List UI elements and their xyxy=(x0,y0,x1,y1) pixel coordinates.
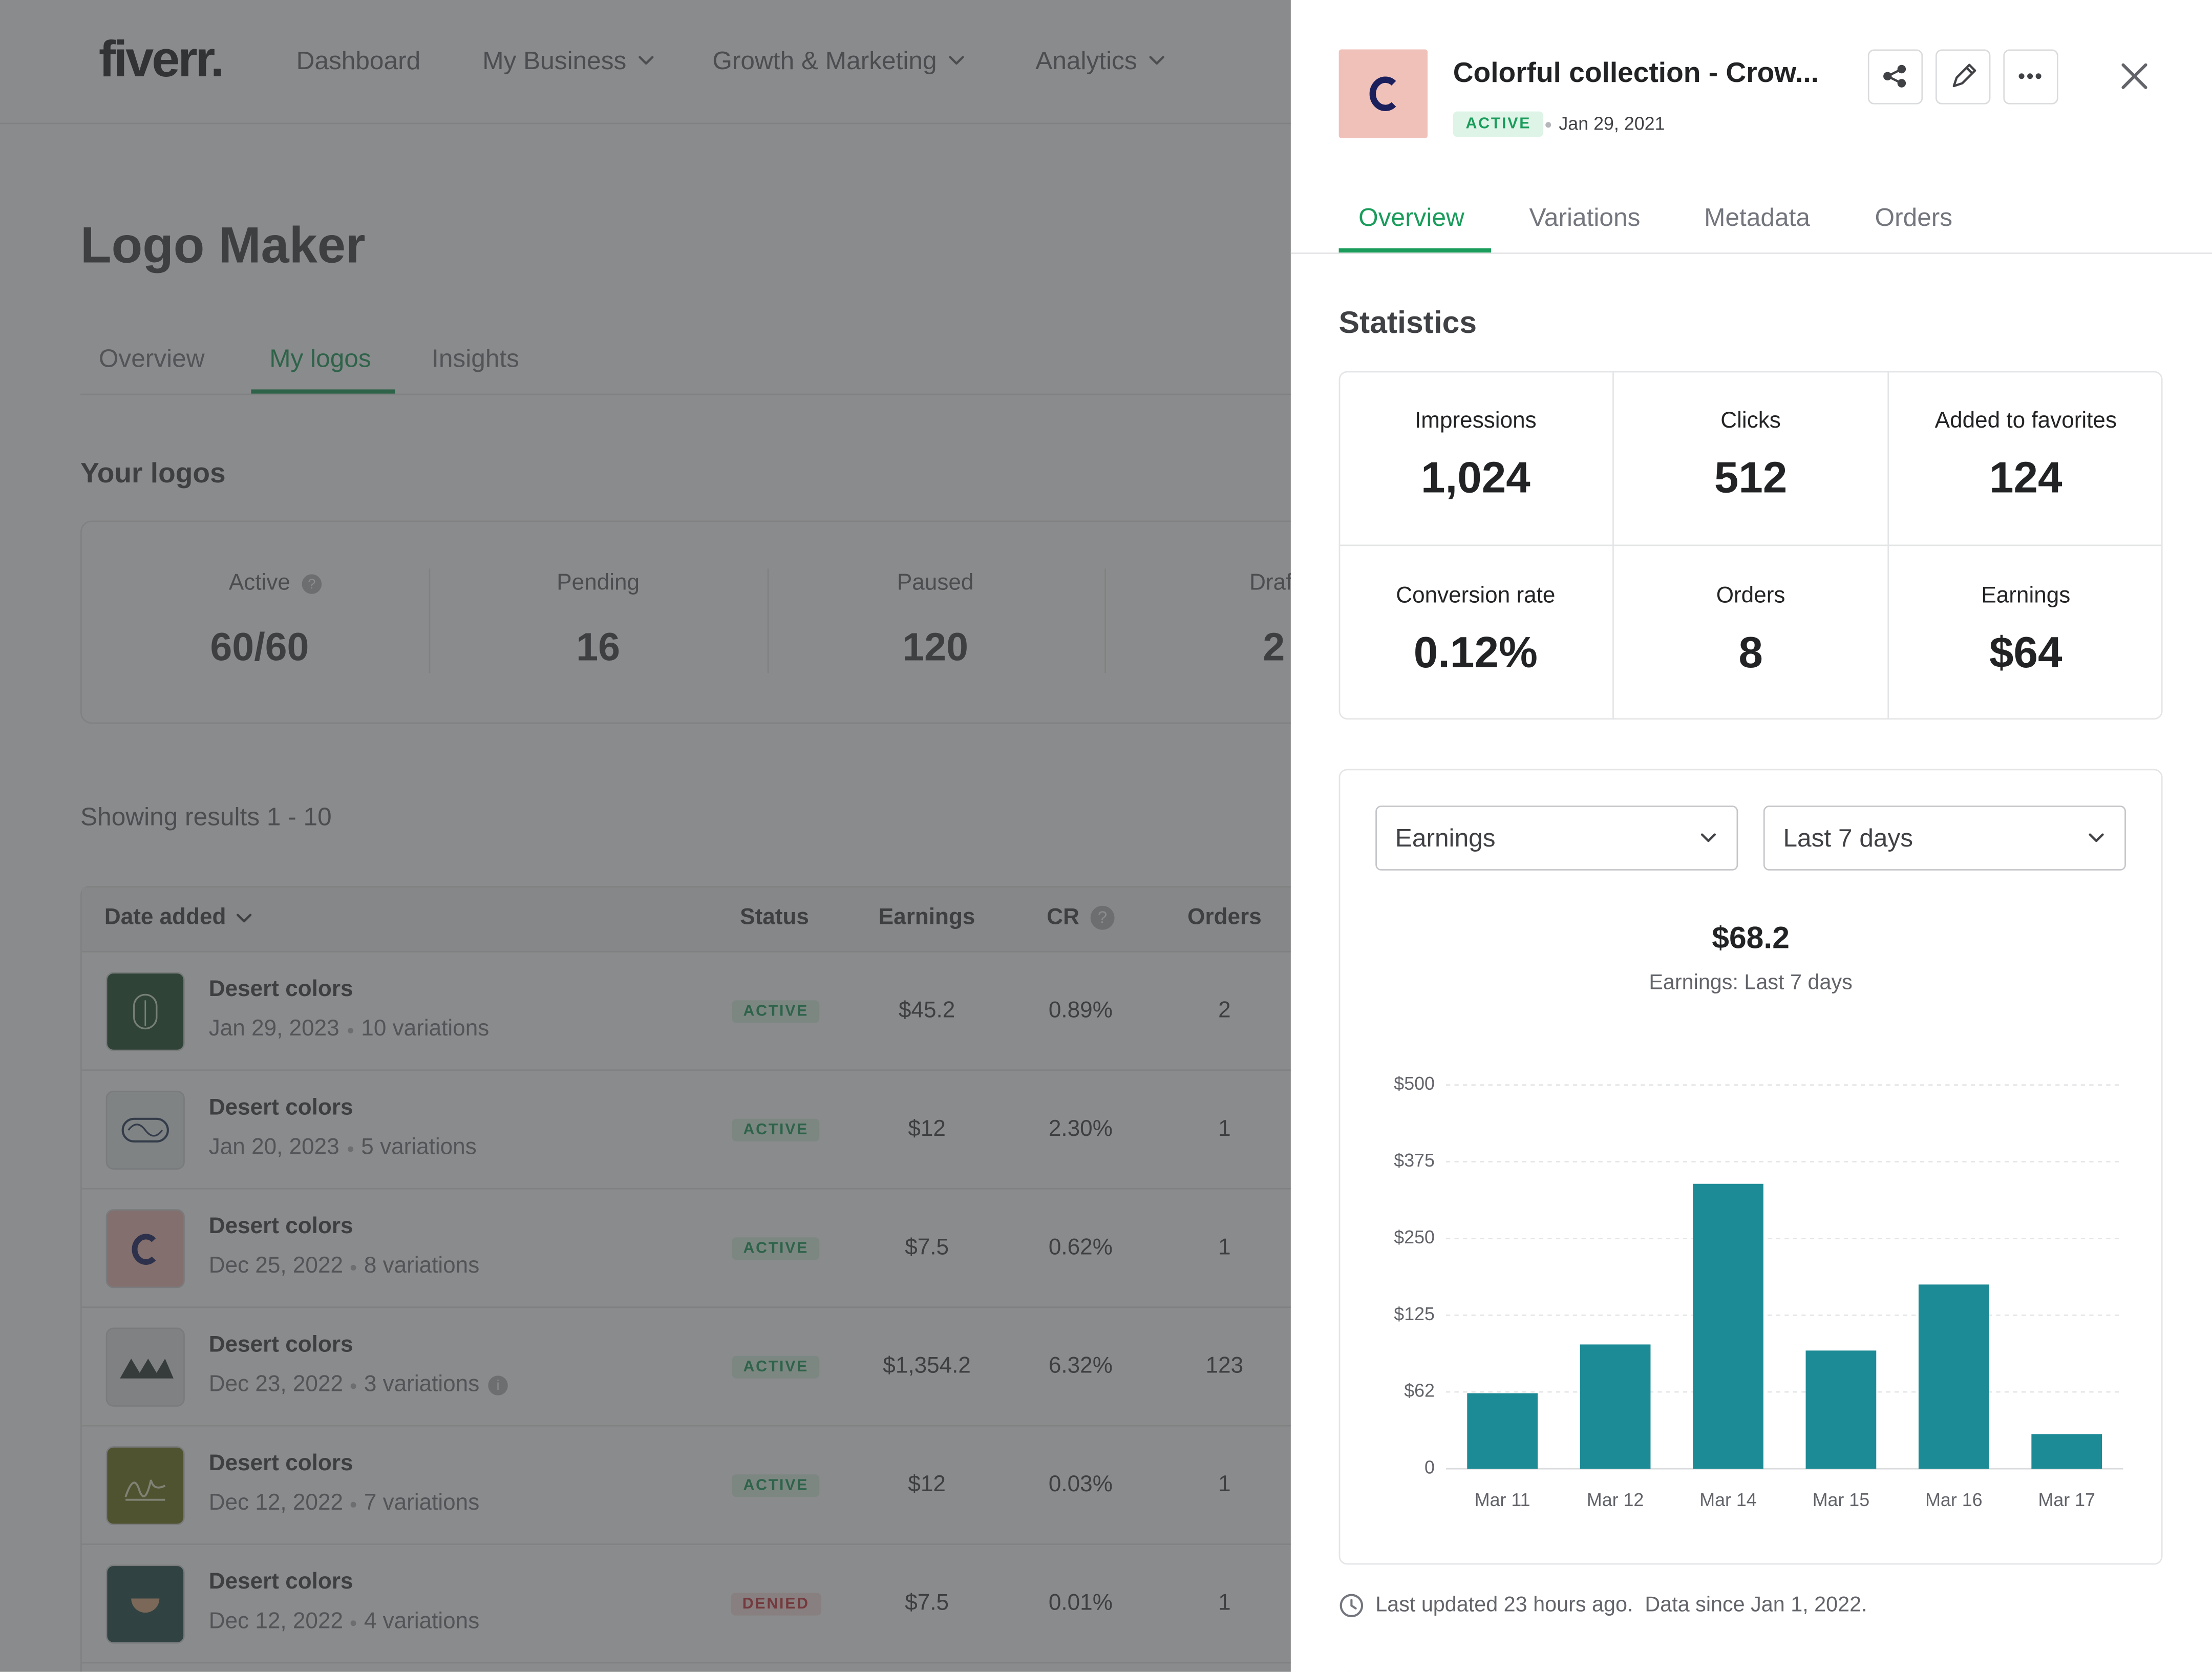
close-button[interactable] xyxy=(2119,60,2150,92)
dropdown[interactable] xyxy=(1763,806,2126,871)
dot xyxy=(1545,122,1551,128)
side-panel: Colorful collection - Crow... ACTIVE Jan 2… xyxy=(1290,0,2212,1672)
chart-card xyxy=(1338,769,2163,1565)
divider xyxy=(1887,371,1889,720)
dropdown[interactable] xyxy=(1375,806,1738,871)
more-button[interactable] xyxy=(2003,49,2058,104)
divider xyxy=(1338,544,2163,546)
status-badge: ACTIVE xyxy=(1453,111,1544,137)
chevron-icon xyxy=(1700,833,1716,842)
share-button[interactable] xyxy=(1867,49,1923,104)
chevron-icon xyxy=(2089,833,2104,842)
edit-button[interactable] xyxy=(1936,49,1991,104)
tabs-border xyxy=(1290,252,2212,254)
clock-icon xyxy=(1339,1594,1364,1618)
divider xyxy=(1612,371,1614,720)
overlay[interactable] xyxy=(0,0,1291,1672)
tab-underline xyxy=(1338,248,1492,253)
logo-thumbnail xyxy=(1338,49,1428,139)
